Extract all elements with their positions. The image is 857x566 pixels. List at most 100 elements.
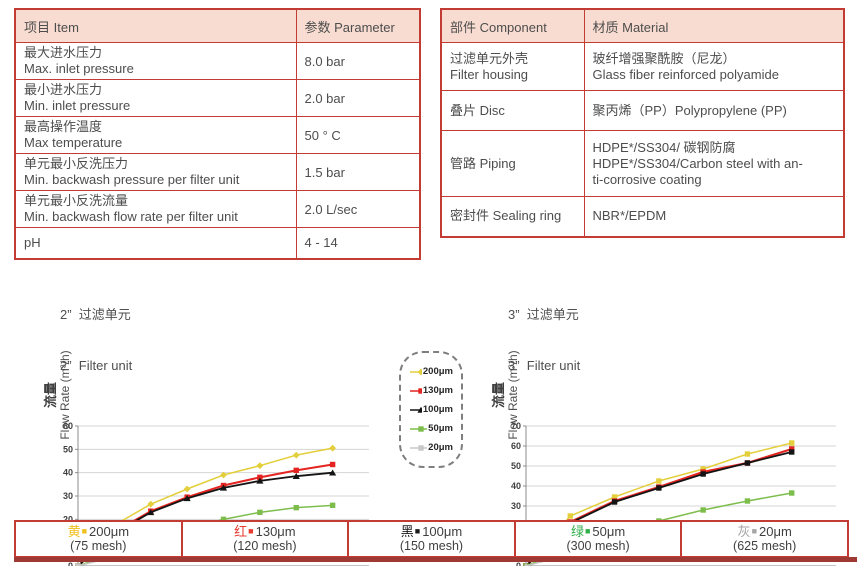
component-zh: 叠片 Disc	[450, 102, 505, 118]
table-row: 单元最小反洗流量 Min. backwash flow rate per filt…	[14, 190, 421, 228]
svg-text:60: 60	[511, 441, 521, 451]
svg-text:30: 30	[511, 501, 521, 511]
material-header-component: 部件 Component	[440, 8, 585, 43]
material-header-material: 材质 Material	[583, 8, 845, 43]
spec-header-parameter: 参数 Parameter	[295, 8, 421, 43]
mesh-count: (150 mesh)	[399, 539, 464, 554]
legend-label: 20μm	[428, 442, 453, 453]
mesh-count: (300 mesh)	[566, 539, 630, 554]
spec-header-row: 项目 Item 参数 Parameter	[14, 8, 421, 43]
item-en: Min. backwash pressure per filter unit	[24, 172, 240, 187]
legend-marker-200um-icon	[410, 368, 422, 375]
color-name-zh: 黑	[400, 523, 414, 539]
color-name-zh: 黄	[67, 523, 81, 539]
item-zh: 最大进水压力	[24, 45, 103, 60]
mesh-count: (625 mesh)	[733, 539, 797, 554]
legend-item-100um: 100μm	[409, 404, 453, 415]
component-zh: 管路 Piping	[450, 155, 516, 171]
filter-size-legend: 200μm 130μm 100μm 50μm 20μm	[399, 351, 463, 468]
mesh-legend-cell-50um: 绿■ 50μm (300 mesh)	[516, 522, 683, 556]
spec-header-item: 项目 Item	[14, 8, 297, 43]
chart-title-en: 3” Filter unit	[508, 358, 581, 373]
mesh-size: 50μm	[592, 523, 626, 539]
svg-text:70: 70	[511, 421, 521, 431]
color-name-zh: 红	[234, 523, 248, 539]
color-swatch-icon: ■	[751, 526, 757, 537]
table-row: 管路 Piping HDPE*/SS304/ 碳钢防腐 HDPE*/SS304/C…	[440, 130, 845, 197]
svg-text:20: 20	[63, 514, 73, 524]
table-row: 单元最小反洗压力 Min. backwash pressure per filte…	[14, 153, 421, 191]
legend-marker-100um-icon	[410, 406, 422, 413]
material-line: 玻纤增强聚酰胺（尼龙）	[592, 50, 736, 66]
parameter-value: 2.0 bar	[295, 79, 421, 117]
mesh-count: (120 mesh)	[233, 539, 297, 554]
legend-item-20um: 20μm	[409, 442, 453, 453]
material-line: Glass fiber reinforced polyamide	[592, 66, 779, 82]
svg-text:0: 0	[68, 561, 73, 566]
material-line: HDPE*/SS304/ 碳钢防腐	[592, 139, 736, 155]
legend-marker-130um-icon	[410, 387, 422, 394]
y-axis-label: 流量 Flow Rate (m³/h)	[43, 350, 72, 440]
mesh-count: (75 mesh)	[70, 539, 127, 554]
color-swatch-icon: ■	[248, 526, 254, 537]
legend-label: 100μm	[422, 404, 453, 415]
chart-title-zh: 3” 过滤单元	[508, 307, 579, 322]
color-swatch-icon: ■	[584, 526, 591, 537]
y-axis-label: 流量 Flow Rate (m³/h)	[491, 350, 520, 440]
color-name-zh: 绿	[570, 523, 584, 539]
item-zh: 最小进水压力	[24, 82, 103, 97]
svg-text:0: 0	[516, 561, 521, 566]
component-zh: 过滤单元外壳	[450, 50, 529, 66]
parameter-value: 8.0 bar	[295, 42, 421, 80]
legend-item-200um: 200μm	[409, 366, 453, 377]
chart-title-zh: 2” 过滤单元	[60, 307, 131, 322]
color-swatch-icon: ■	[81, 526, 88, 537]
bottom-rule	[14, 557, 857, 562]
parameter-value: 4 - 14	[295, 227, 421, 259]
svg-text:50: 50	[63, 444, 73, 454]
mesh-size: 200μm	[89, 523, 130, 539]
item-zh: 最高操作温度	[24, 119, 103, 134]
mesh-size: 100μm	[422, 523, 463, 539]
material-header-row: 部件 Component 材质 Material	[440, 8, 845, 43]
component-en: Filter housing	[450, 66, 529, 82]
svg-text:40: 40	[63, 468, 73, 478]
svg-text:50: 50	[511, 461, 521, 471]
material-line: HDPE*/SS304/Carbon steel with an-	[592, 155, 803, 171]
svg-text:30: 30	[63, 491, 73, 501]
table-row: 密封件 Sealing ring NBR*/EPDM	[440, 196, 845, 237]
mesh-legend-cell-20um: 灰■ 20μm (625 mesh)	[682, 522, 847, 556]
item-zh: 单元最小反洗流量	[24, 193, 129, 208]
mesh-legend-cell-100um: 黑■ 100μm (150 mesh)	[349, 522, 516, 556]
parameter-value: 2.0 L/sec	[295, 190, 421, 228]
legend-label: 130μm	[422, 385, 453, 396]
item-en: Min. backwash flow rate per filter unit	[24, 209, 238, 224]
table-row: 最小进水压力 Min. inlet pressure 2.0 bar	[14, 79, 421, 117]
legend-label: 200μm	[422, 366, 453, 377]
table-row: pH 4 - 14	[14, 227, 421, 259]
mesh-legend-cell-200um: 黄■ 200μm (75 mesh)	[16, 522, 183, 556]
mesh-legend-cell-130um: 红■ 130μm (120 mesh)	[183, 522, 350, 556]
svg-text:40: 40	[511, 481, 521, 491]
legend-item-50um: 50μm	[409, 423, 453, 434]
table-row: 过滤单元外壳 Filter housing 玻纤增强聚酰胺（尼龙） Glass fi…	[440, 42, 845, 91]
chart-title-2in: 2” 过滤单元 2” Filter unit	[60, 272, 383, 408]
legend-marker-50um-icon	[410, 425, 428, 432]
material-line: ti-corrosive coating	[592, 171, 702, 187]
material-line: 聚丙烯（PP）Polypropylene (PP)	[592, 102, 787, 118]
item-en: Max. inlet pressure	[24, 61, 134, 76]
table-row: 最高操作温度 Max temperature 50 ° C	[14, 116, 421, 154]
mesh-legend-bar: 黄■ 200μm (75 mesh) 红■ 130μm (120 mesh) 黑■ 1…	[14, 520, 849, 558]
table-row: 叠片 Disc 聚丙烯（PP）Polypropylene (PP)	[440, 90, 845, 131]
item-en: Min. inlet pressure	[24, 98, 131, 113]
item-zh: pH	[24, 234, 41, 250]
item-zh: 单元最小反洗压力	[24, 156, 129, 171]
parameter-value: 50 ° C	[295, 116, 421, 154]
legend-marker-20um-icon	[410, 444, 428, 451]
chart-title-3in: 3” 过滤单元 3” Filter unit	[508, 272, 850, 408]
spec-table: 项目 Item 参数 Parameter 最大进水压力 Max. inlet pr…	[14, 8, 421, 260]
svg-text:60: 60	[63, 421, 73, 431]
color-swatch-icon: ■	[414, 526, 421, 537]
parameter-value: 1.5 bar	[295, 153, 421, 191]
mesh-size: 20μm	[759, 523, 792, 539]
